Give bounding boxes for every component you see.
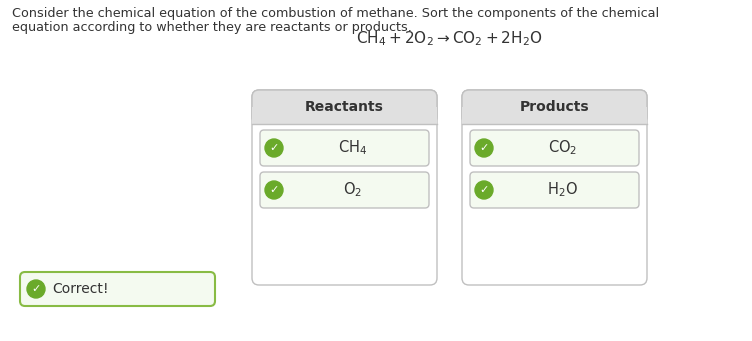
- Circle shape: [27, 280, 45, 298]
- Text: ✓: ✓: [269, 143, 279, 153]
- Text: equation according to whether they are reactants or products.: equation according to whether they are r…: [12, 21, 412, 34]
- FancyBboxPatch shape: [20, 272, 215, 306]
- Text: H$_2$O: H$_2$O: [547, 181, 578, 199]
- Text: O$_2$: O$_2$: [343, 181, 362, 199]
- FancyBboxPatch shape: [462, 90, 647, 285]
- FancyBboxPatch shape: [260, 172, 429, 208]
- FancyBboxPatch shape: [470, 130, 639, 166]
- Text: ✓: ✓: [32, 284, 41, 294]
- Bar: [462, 107, 647, 124]
- Text: ✓: ✓: [479, 185, 489, 195]
- Circle shape: [475, 139, 493, 157]
- Text: ✓: ✓: [479, 143, 489, 153]
- FancyBboxPatch shape: [260, 130, 429, 166]
- Text: CH$_4$: CH$_4$: [338, 139, 367, 157]
- Bar: [252, 107, 437, 124]
- Text: Reactants: Reactants: [305, 100, 384, 114]
- FancyBboxPatch shape: [252, 90, 437, 285]
- Circle shape: [475, 181, 493, 199]
- Text: Consider the chemical equation of the combustion of methane. Sort the components: Consider the chemical equation of the co…: [12, 7, 659, 20]
- Text: Correct!: Correct!: [52, 282, 108, 296]
- FancyBboxPatch shape: [470, 172, 639, 208]
- Circle shape: [265, 139, 283, 157]
- Circle shape: [265, 181, 283, 199]
- FancyBboxPatch shape: [462, 90, 647, 124]
- Text: $\mathregular{CH_4 + 2O_2 \rightarrow CO_2 + 2H_2O}$: $\mathregular{CH_4 + 2O_2 \rightarrow CO…: [356, 30, 543, 48]
- Text: Products: Products: [520, 100, 590, 114]
- Text: CO$_2$: CO$_2$: [548, 139, 577, 157]
- FancyBboxPatch shape: [252, 90, 437, 124]
- Text: ✓: ✓: [269, 185, 279, 195]
